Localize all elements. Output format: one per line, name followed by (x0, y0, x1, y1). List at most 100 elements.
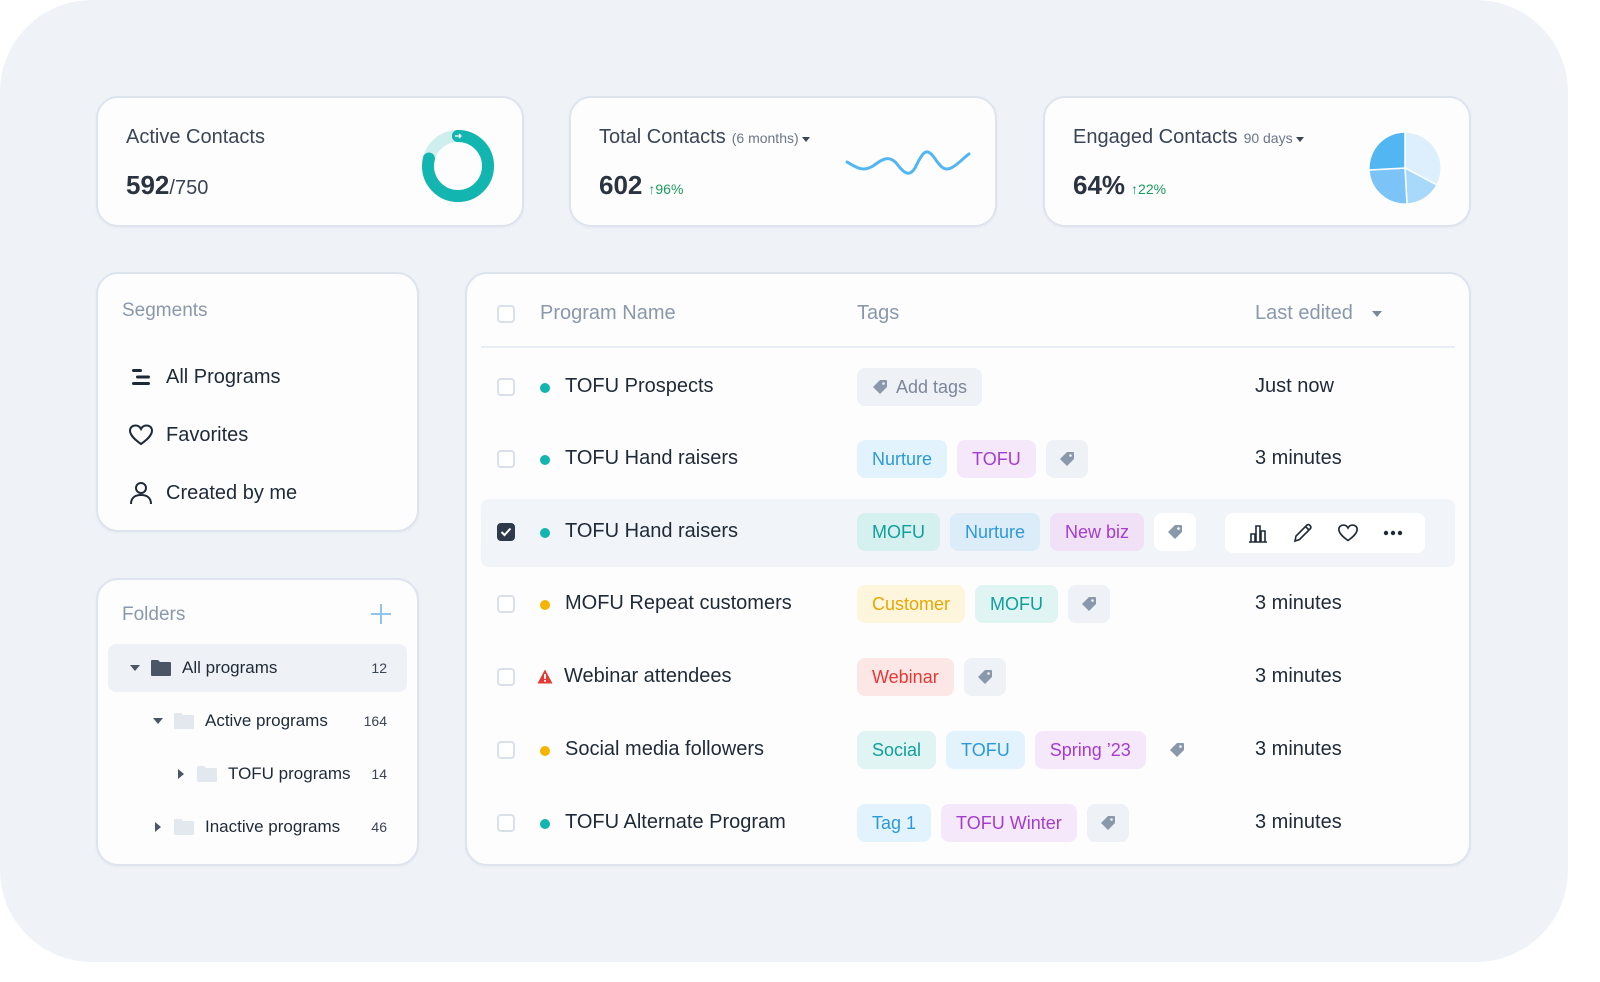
analytics-button[interactable] (1243, 518, 1273, 548)
total-contacts-value: 602 ↑96% (599, 170, 683, 201)
engaged-period-dropdown[interactable]: 90 days (1244, 130, 1304, 146)
tag-icon (1100, 816, 1115, 830)
tag-chip[interactable]: TOFU Winter (941, 804, 1077, 842)
tag-list: Nurture TOFU (857, 440, 1088, 478)
table-row-selected[interactable]: TOFU Hand raisers MOFU Nurture New biz (481, 499, 1455, 567)
folder-icon (173, 712, 195, 730)
add-tag-button[interactable] (1154, 513, 1197, 551)
segments-title: Segments (122, 300, 208, 321)
list-icon (128, 364, 154, 390)
tag-chip[interactable]: TOFU (946, 731, 1025, 769)
table-row[interactable]: Webinar attendees Webinar 3 minutes (481, 644, 1455, 712)
table-row[interactable]: MOFU Repeat customers Customer MOFU 3 mi… (481, 571, 1455, 639)
folder-count: 12 (371, 660, 387, 676)
engaged-pie-chart (1368, 131, 1442, 205)
sparkline-line (845, 150, 971, 175)
period-dropdown[interactable]: (6 months) (732, 130, 810, 146)
tag-chip[interactable]: Nurture (950, 513, 1041, 551)
row-checkbox[interactable] (497, 450, 515, 468)
tag-chip[interactable]: New biz (1050, 513, 1145, 551)
tag-chip[interactable]: Nurture (857, 440, 948, 478)
folder-count: 14 (371, 766, 387, 782)
add-tag-button[interactable] (963, 658, 1006, 696)
active-contacts-value: 592/750 (126, 170, 208, 201)
segment-favorites[interactable]: Favorites (128, 420, 248, 450)
pencil-icon (1293, 523, 1312, 543)
table-row[interactable]: TOFU Alternate Program Tag 1 TOFU Winter… (481, 790, 1455, 858)
caret-down-icon[interactable] (128, 665, 142, 671)
add-tag-button[interactable] (1045, 440, 1088, 478)
tag-chip[interactable]: Tag 1 (857, 804, 932, 842)
tag-chip[interactable]: TOFU (957, 440, 1036, 478)
segment-all-programs[interactable]: All Programs (128, 362, 280, 392)
bar-chart-icon (1248, 525, 1267, 543)
add-tag-button[interactable] (1068, 585, 1111, 623)
tag-chip[interactable]: Spring ’23 (1034, 731, 1146, 769)
last-edited: 3 minutes (1255, 447, 1342, 469)
caret-right-icon[interactable] (174, 769, 188, 779)
engaged-contacts-percent: 64% (1073, 170, 1126, 200)
segments-panel: Segments All Programs Favorites Created … (96, 272, 419, 532)
pie-slice-1 (1404, 131, 1442, 187)
tag-list: Social TOFU Spring ’23 (857, 731, 1198, 769)
select-all-checkbox[interactable] (497, 305, 515, 323)
row-checkbox[interactable] (497, 814, 515, 832)
tag-icon (1082, 597, 1097, 611)
add-folder-button[interactable] (369, 602, 393, 626)
pie-slice-3 (1368, 167, 1408, 205)
engaged-contacts-change: ↑22% (1131, 181, 1166, 197)
plus-icon (371, 604, 391, 624)
table-row[interactable]: TOFU Prospects Add tags Just now (481, 354, 1455, 422)
tag-chip[interactable]: Customer (857, 585, 966, 623)
caret-right-icon[interactable] (151, 822, 165, 832)
total-contacts-label: Total Contacts (599, 126, 726, 148)
pie-slice-4 (1368, 131, 1406, 171)
edit-button[interactable] (1288, 518, 1318, 548)
heart-icon (1337, 524, 1358, 542)
last-edited: 3 minutes (1255, 592, 1342, 614)
tag-chip[interactable]: Social (857, 731, 937, 769)
favorite-button[interactable] (1333, 518, 1363, 548)
folder-active-programs[interactable]: Active programs 164 (108, 697, 407, 745)
chevron-down-icon (1295, 136, 1304, 142)
tag-chip[interactable]: MOFU (975, 585, 1059, 623)
program-name[interactable]: TOFU Hand raisers (565, 447, 739, 469)
folder-all-programs[interactable]: All programs 12 (108, 644, 407, 692)
tag-icon (977, 670, 992, 684)
row-checkbox[interactable] (497, 741, 515, 759)
program-name[interactable]: TOFU Hand raisers (565, 520, 739, 542)
active-contacts-count: 592 (126, 170, 170, 200)
add-tags-button[interactable]: Add tags (857, 368, 983, 406)
column-header-last-edited[interactable]: Last edited (1255, 302, 1383, 325)
row-checkbox[interactable] (497, 523, 515, 541)
more-options-button[interactable] (1378, 518, 1408, 548)
program-name[interactable]: Social media followers (565, 738, 764, 760)
program-name[interactable]: TOFU Alternate Program (565, 811, 786, 833)
add-tag-button[interactable] (1086, 804, 1129, 842)
row-checkbox[interactable] (497, 378, 515, 396)
column-header-program-name[interactable]: Program Name (540, 302, 676, 324)
status-dot (540, 383, 550, 393)
total-contacts-change: ↑96% (648, 181, 683, 197)
program-name[interactable]: MOFU Repeat customers (565, 592, 792, 614)
row-checkbox[interactable] (497, 595, 515, 613)
program-name[interactable]: Webinar attendees (564, 665, 732, 687)
row-checkbox[interactable] (497, 668, 515, 686)
tag-list: Webinar (857, 658, 1006, 696)
folder-count: 46 (371, 819, 387, 835)
table-row[interactable]: Social media followers Social TOFU Sprin… (481, 717, 1455, 785)
segment-created-by-me[interactable]: Created by me (128, 478, 297, 508)
folder-tofu-programs[interactable]: TOFU programs 14 (108, 750, 407, 798)
active-contacts-limit: /750 (169, 177, 209, 199)
add-tag-button[interactable] (1156, 731, 1198, 769)
folder-inactive-programs[interactable]: Inactive programs 46 (108, 803, 407, 851)
status-dot (540, 528, 550, 538)
folder-label: TOFU programs (228, 764, 351, 783)
table-row[interactable]: TOFU Hand raisers Nurture TOFU 3 minutes (481, 426, 1455, 494)
program-name[interactable]: TOFU Prospects (565, 375, 714, 397)
caret-down-icon[interactable] (151, 718, 165, 724)
tag-chip[interactable]: MOFU (857, 513, 940, 551)
tag-chip[interactable]: Webinar (857, 658, 954, 696)
tag-list: Tag 1 TOFU Winter (857, 804, 1129, 842)
folder-icon (173, 818, 195, 836)
